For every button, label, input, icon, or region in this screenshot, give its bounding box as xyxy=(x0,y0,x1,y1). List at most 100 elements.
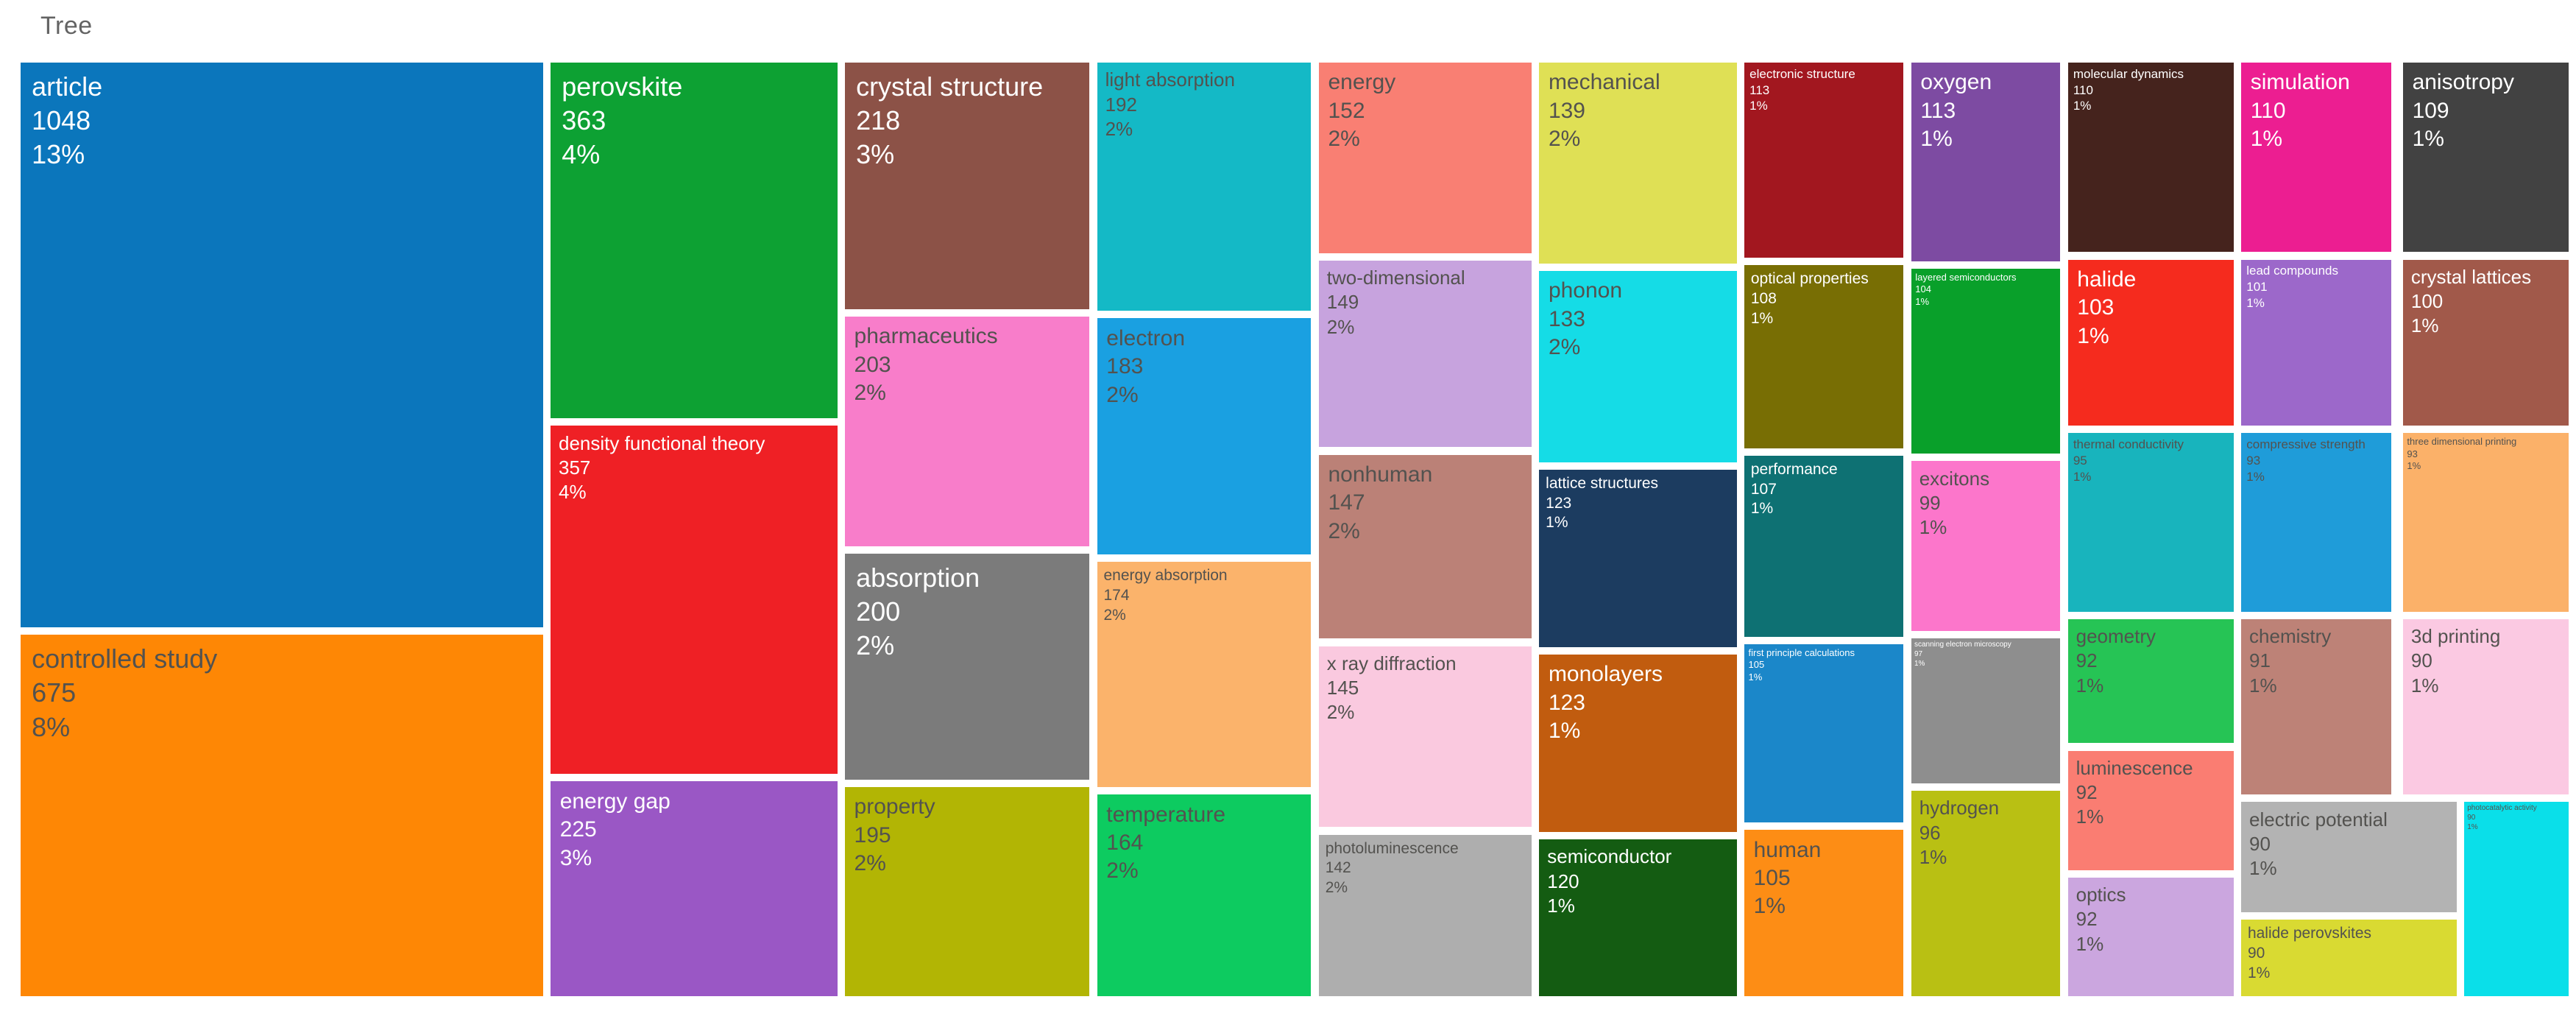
cell-value: 113 xyxy=(1920,98,1956,123)
treemap-cell-x-ray-diffraction[interactable]: x ray diffraction 145 2% xyxy=(1318,646,1532,828)
treemap-cell-article[interactable]: article 1048 13% xyxy=(21,63,543,628)
treemap-cell-luminescence[interactable]: luminescence 92 1% xyxy=(2067,750,2234,870)
cell-percent: 1% xyxy=(1750,309,1774,327)
cell-label: electric potential xyxy=(2249,808,2388,831)
treemap-cell-energy[interactable]: energy 152 2% xyxy=(1318,63,1532,253)
treemap-cell-halide[interactable]: halide 103 1% xyxy=(2067,259,2234,426)
treemap-cell-nonhuman[interactable]: nonhuman 147 2% xyxy=(1318,454,1532,639)
treemap-cell-performance[interactable]: performance 107 1% xyxy=(1744,455,1904,637)
cell-value: 92 xyxy=(2076,908,2098,931)
cell-value: 357 xyxy=(559,456,591,479)
treemap-cell-human[interactable]: human 105 1% xyxy=(1744,830,1904,996)
cell-percent: 1% xyxy=(2407,460,2421,472)
cell-percent: 1% xyxy=(1748,671,1763,683)
treemap-cell-photocatalytic-activity[interactable]: photocatalytic activity 90 1% xyxy=(2464,802,2569,996)
treemap-cell-mechanical[interactable]: mechanical 139 2% xyxy=(1539,63,1737,264)
cell-value: 218 xyxy=(856,105,901,136)
cell-value: 107 xyxy=(1750,480,1777,498)
cell-value: 133 xyxy=(1548,306,1585,331)
treemap-cell-two-dimensional[interactable]: two-dimensional 149 2% xyxy=(1318,260,1532,448)
cell-value: 95 xyxy=(2073,453,2087,468)
treemap-cell-optics[interactable]: optics 92 1% xyxy=(2067,877,2234,996)
cell-percent: 4% xyxy=(562,139,601,170)
treemap-cell-oxygen[interactable]: oxygen 113 1% xyxy=(1911,63,2061,262)
cell-percent: 1% xyxy=(1920,127,1953,152)
treemap-cell-phonon[interactable]: phonon 133 2% xyxy=(1539,270,1737,462)
treemap-cell-halide-perovskites[interactable]: halide perovskites 90 1% xyxy=(2241,920,2457,996)
treemap-cell-crystal-lattices[interactable]: crystal lattices 100 1% xyxy=(2402,259,2569,426)
treemap-cell-semiconductor[interactable]: semiconductor 120 1% xyxy=(1539,839,1737,996)
treemap-cell-perovskite[interactable]: perovskite 363 4% xyxy=(551,63,838,419)
cell-label: energy absorption xyxy=(1103,567,1228,585)
cell-value: 91 xyxy=(2249,649,2271,672)
cell-percent: 1% xyxy=(1548,719,1581,744)
cell-value: 109 xyxy=(2412,98,2449,123)
cell-percent: 1% xyxy=(2076,932,2104,955)
treemap-cell-excitons[interactable]: excitons 99 1% xyxy=(1911,461,2061,632)
treemap-cell-lattice-structures[interactable]: lattice structures 123 1% xyxy=(1539,469,1737,647)
treemap-cell-electric-potential[interactable]: electric potential 90 1% xyxy=(2241,802,2457,912)
treemap-cell-geometry[interactable]: geometry 92 1% xyxy=(2067,618,2234,744)
cell-label: photoluminescence xyxy=(1325,839,1459,857)
cell-label: three dimensional printing xyxy=(2407,436,2517,448)
treemap-cell-molecular-dynamics[interactable]: molecular dynamics 110 1% xyxy=(2067,63,2234,253)
treemap-cell-electron[interactable]: electron 183 2% xyxy=(1097,318,1312,555)
treemap-cell-density-functional-theory[interactable]: density functional theory 357 4% xyxy=(551,426,838,775)
treemap-cell-scanning-electron-microscopy[interactable]: scanning electron microscopy 97 1% xyxy=(1911,638,2061,783)
cell-value: 108 xyxy=(1750,289,1777,307)
cell-label: layered semiconductors xyxy=(1915,271,2017,283)
treemap-cell-electronic-structure[interactable]: electronic structure 113 1% xyxy=(1744,63,1904,258)
cell-value: 92 xyxy=(2076,649,2098,672)
treemap-cell-monolayers[interactable]: monolayers 123 1% xyxy=(1539,654,1737,832)
treemap-cell-absorption[interactable]: absorption 200 2% xyxy=(844,553,1090,780)
cell-value: 149 xyxy=(1326,291,1359,314)
cell-label: phonon xyxy=(1548,278,1623,303)
treemap-cell-energy-gap[interactable]: energy gap 225 3% xyxy=(551,781,838,996)
cell-percent: 2% xyxy=(1328,127,1360,152)
treemap-cell-photoluminescence[interactable]: photoluminescence 142 2% xyxy=(1318,834,1532,996)
cell-value: 93 xyxy=(2246,453,2261,468)
treemap-cell-property[interactable]: property 195 2% xyxy=(844,786,1090,996)
treemap-cell-lead-compounds[interactable]: lead compounds 101 1% xyxy=(2241,259,2392,426)
treemap-cell-energy-absorption[interactable]: energy absorption 174 2% xyxy=(1097,562,1312,787)
cell-percent: 2% xyxy=(1105,117,1133,140)
cell-value: 174 xyxy=(1103,587,1130,604)
treemap-cell-temperature[interactable]: temperature 164 2% xyxy=(1097,794,1312,996)
treemap-cell-layered-semiconductors[interactable]: layered semiconductors 104 1% xyxy=(1911,269,2061,454)
cell-value: 110 xyxy=(2073,82,2093,97)
treemap-cell-controlled-study[interactable]: controlled study 675 8% xyxy=(21,635,543,996)
cell-label: thermal conductivity xyxy=(2073,437,2184,452)
cell-value: 105 xyxy=(1748,659,1765,671)
cell-value: 97 xyxy=(1914,649,1923,658)
cell-percent: 2% xyxy=(1326,701,1355,724)
cell-label: absorption xyxy=(856,563,980,593)
treemap-cell-first-principle-calculations[interactable]: first principle calculations 105 1% xyxy=(1744,644,1904,823)
cell-percent: 1% xyxy=(1753,894,1786,919)
treemap-cell-three-dimensional-printing[interactable]: three dimensional printing 93 1% xyxy=(2402,433,2569,612)
treemap-cell-compressive-strength[interactable]: compressive strength 93 1% xyxy=(2241,433,2392,612)
treemap-cell-simulation[interactable]: simulation 110 1% xyxy=(2241,63,2392,253)
cell-value: 123 xyxy=(1548,690,1585,715)
cell-percent: 2% xyxy=(1548,127,1581,152)
cell-label: 3d printing xyxy=(2410,624,2501,647)
treemap-cell-hydrogen[interactable]: hydrogen 96 1% xyxy=(1911,791,2061,996)
treemap-cell-anisotropy[interactable]: anisotropy 109 1% xyxy=(2402,63,2569,253)
cell-value: 675 xyxy=(32,677,77,708)
cell-percent: 1% xyxy=(1749,99,1768,113)
treemap-cell-light-absorption[interactable]: light absorption 192 2% xyxy=(1097,63,1312,311)
treemap-cell-chemistry[interactable]: chemistry 91 1% xyxy=(2241,618,2392,795)
cell-percent: 1% xyxy=(2077,323,2109,348)
cell-label: mechanical xyxy=(1548,70,1660,95)
cell-value: 105 xyxy=(1753,866,1791,891)
cell-percent: 2% xyxy=(856,630,895,661)
cell-value: 152 xyxy=(1328,98,1365,123)
treemap-cell-crystal-structure[interactable]: crystal structure 218 3% xyxy=(844,63,1090,309)
treemap-cell-thermal-conductivity[interactable]: thermal conductivity 95 1% xyxy=(2067,433,2234,612)
cell-value: 363 xyxy=(562,105,606,136)
cell-value: 123 xyxy=(1546,494,1572,512)
cell-percent: 1% xyxy=(1919,516,1947,539)
treemap-cell-3d-printing[interactable]: 3d printing 90 1% xyxy=(2402,618,2569,795)
cell-value: 92 xyxy=(2076,781,2098,804)
treemap-cell-pharmaceutics[interactable]: pharmaceutics 203 2% xyxy=(844,316,1090,546)
treemap-cell-optical-properties[interactable]: optical properties 108 1% xyxy=(1744,265,1904,448)
